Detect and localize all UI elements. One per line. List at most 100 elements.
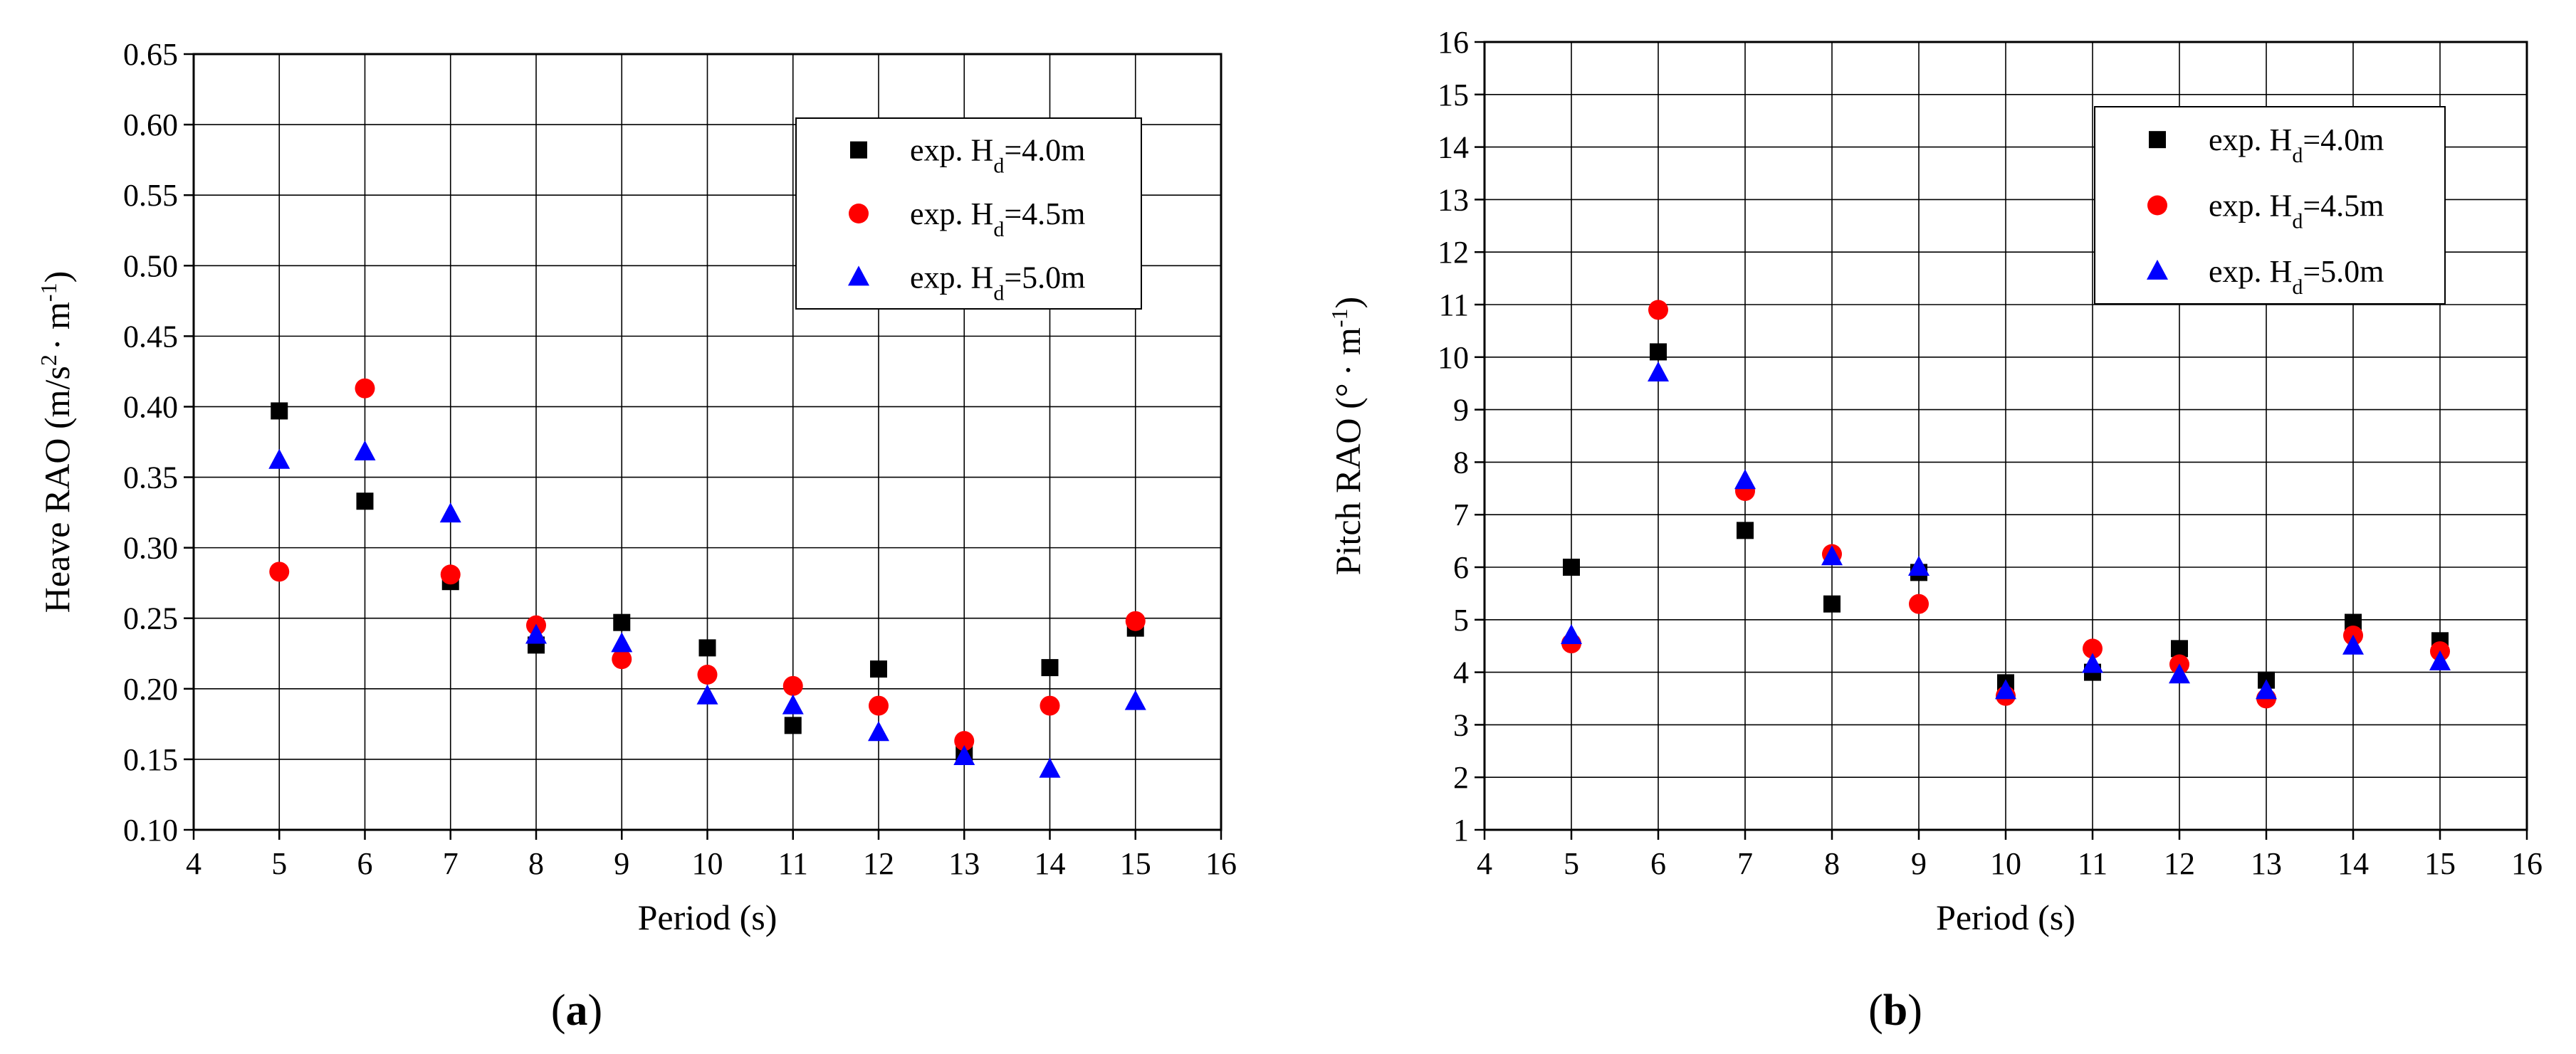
y-tick-label: 4 xyxy=(1453,655,1469,690)
data-point-triangle xyxy=(2342,634,2364,655)
y-label-sup: -1 xyxy=(1326,308,1352,327)
y-tick-label: 0.30 xyxy=(123,531,178,566)
x-tick-label: 10 xyxy=(692,846,723,881)
y-label-main: Heave RAO (m/s xyxy=(37,366,77,613)
data-point-triangle xyxy=(1995,679,2016,700)
y-tick-label: 7 xyxy=(1453,497,1469,532)
legend-marker xyxy=(849,204,869,223)
x-tick-label: 14 xyxy=(1035,846,1066,881)
data-point-circle xyxy=(954,731,975,752)
data-point-square xyxy=(356,492,374,510)
data-point-triangle xyxy=(868,721,889,742)
y-tick-label: 0.55 xyxy=(123,178,178,213)
data-point-triangle xyxy=(696,684,718,705)
x-tick-label: 13 xyxy=(948,846,980,881)
legend-marker xyxy=(2147,259,2168,280)
y-tick-label: 0.20 xyxy=(123,672,178,707)
data-point-circle xyxy=(1909,594,1929,614)
data-point-square xyxy=(1563,559,1580,576)
x-axis-label-a: Period (s) xyxy=(638,897,777,937)
y-label-mid: · m xyxy=(37,302,77,350)
x-tick-label: 4 xyxy=(1477,846,1492,881)
y-axis-label-a: Heave RAO (m/s2 · m-1) xyxy=(36,271,77,613)
data-point-circle xyxy=(2083,638,2103,659)
data-point-triangle xyxy=(2169,663,2190,684)
data-point-square xyxy=(1041,659,1059,677)
y-label-sup: -1 xyxy=(36,283,61,302)
y-label-sup: 2 xyxy=(36,354,61,366)
x-tick-label: 16 xyxy=(1205,846,1237,881)
x-tick-label: 5 xyxy=(1564,846,1579,881)
data-point-triangle xyxy=(354,440,376,460)
data-point-square xyxy=(1823,595,1841,613)
y-tick-label: 0.35 xyxy=(123,460,178,495)
data-point-triangle xyxy=(525,623,547,644)
data-point-triangle xyxy=(953,744,975,765)
x-tick-label: 8 xyxy=(528,846,544,881)
data-point-square xyxy=(613,613,631,631)
y-ticks-a: 0.10 0.15 0.20 0.25 0.30 0.35 0.40 0.45 0.50 0.55… xyxy=(123,37,194,848)
x-tick-label: 16 xyxy=(2511,846,2543,881)
x-tick-label: 11 xyxy=(2078,846,2108,881)
data-point-triangle xyxy=(439,502,461,523)
x-ticks-a: 4 5 6 7 8 9 10 11 12 13 14 15 16 xyxy=(186,830,1237,881)
data-point-triangle xyxy=(2429,650,2451,670)
legend-label: exp. Hd=5.0m xyxy=(910,260,1085,305)
data-point-circle xyxy=(869,695,889,716)
data-point-triangle xyxy=(611,632,633,653)
y-tick-label: 0.60 xyxy=(123,107,178,142)
data-point-square xyxy=(2171,640,2188,658)
y-tick-label: 0.40 xyxy=(123,389,178,424)
y-tick-label: 0.10 xyxy=(123,813,178,848)
y-tick-label: 9 xyxy=(1453,393,1469,428)
y-label-mid: · m xyxy=(1328,327,1368,376)
data-point-triangle xyxy=(2082,653,2103,673)
data-point-triangle xyxy=(782,694,804,715)
x-tick-label: 9 xyxy=(614,846,629,881)
y-tick-label: 15 xyxy=(1438,78,1469,112)
data-marks-a xyxy=(268,378,1146,778)
data-point-triangle xyxy=(1039,757,1061,778)
y-tick-label: 10 xyxy=(1438,340,1469,375)
x-tick-label: 6 xyxy=(1650,846,1666,881)
y-tick-label: 0.25 xyxy=(123,601,178,636)
x-axis-label-b: Period (s) xyxy=(1936,897,2075,937)
chart-panel-a: 4 5 6 7 8 9 10 11 12 13 14 15 16 0.10 0.15 0.20 0.25 0.3… xyxy=(36,37,1237,1035)
data-point-square xyxy=(1650,343,1667,361)
x-tick-label: 5 xyxy=(271,846,287,881)
data-point-triangle xyxy=(1648,361,1669,381)
y-label-main: Pitch RAO (° xyxy=(1328,383,1368,575)
y-label-end: ) xyxy=(37,271,77,283)
data-point-square xyxy=(784,717,802,734)
data-point-circle xyxy=(1040,695,1060,716)
data-point-circle xyxy=(612,649,632,670)
x-tick-label: 12 xyxy=(2164,846,2195,881)
data-point-triangle xyxy=(1561,623,1582,644)
legend-b: exp. Hd=4.0m exp. Hd=4.5m exp. Hd=5.0m xyxy=(2094,106,2446,305)
data-point-triangle xyxy=(2256,679,2277,700)
legend-label: exp. Hd=4.0m xyxy=(910,133,1085,178)
legend-label: exp. Hd=4.0m xyxy=(2209,122,2384,167)
y-tick-label: 0.15 xyxy=(123,742,178,777)
legend-marker xyxy=(848,265,869,286)
x-tick-label: 9 xyxy=(1911,846,1927,881)
y-tick-label: 0.50 xyxy=(123,248,178,283)
x-tick-label: 15 xyxy=(2424,846,2456,881)
legend-marker xyxy=(2149,131,2166,149)
data-point-square xyxy=(870,660,887,678)
x-ticks-b: 4 5 6 7 8 9 10 11 12 13 14 15 16 xyxy=(1477,830,2543,881)
legend-a: exp. Hd=4.0m exp. Hd=4.5m exp. Hd=5.0m xyxy=(795,117,1142,310)
data-point-triangle xyxy=(268,448,290,469)
legend-marker xyxy=(2147,195,2167,216)
y-tick-label: 0.65 xyxy=(123,37,178,72)
data-point-triangle xyxy=(1124,690,1146,710)
data-point-square xyxy=(271,402,288,420)
y-tick-label: 12 xyxy=(1438,235,1469,270)
data-point-square xyxy=(1737,522,1754,539)
data-point-circle xyxy=(1125,611,1146,631)
x-tick-label: 7 xyxy=(1737,846,1753,881)
y-tick-label: 6 xyxy=(1453,550,1469,585)
data-point-circle xyxy=(269,562,290,582)
